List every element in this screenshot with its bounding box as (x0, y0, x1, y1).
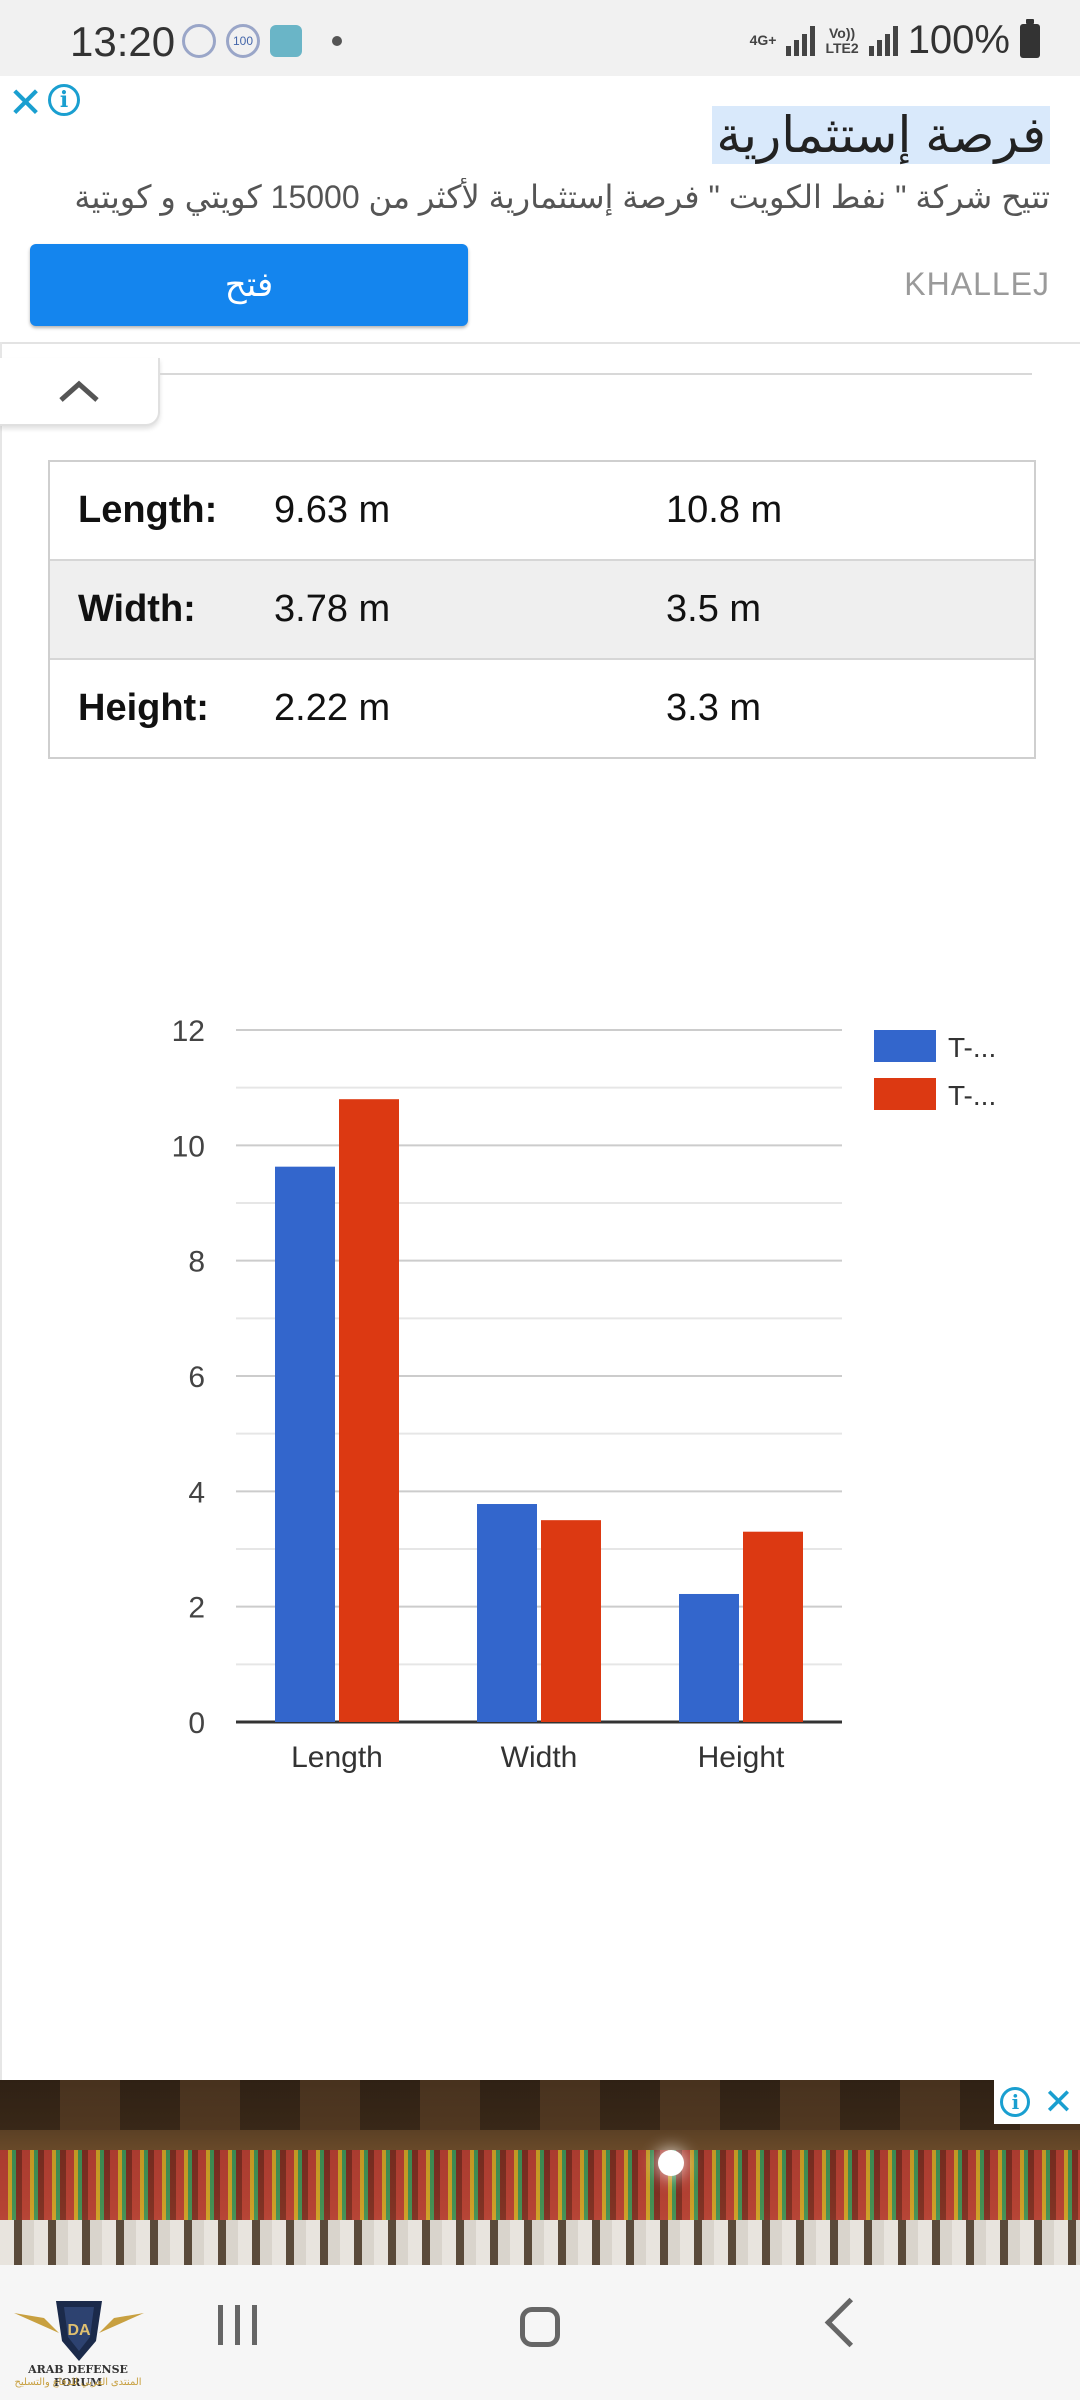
y-tick-label: 4 (188, 1476, 205, 1509)
x-tick-label: Height (698, 1741, 785, 1774)
bar-width-series-2 (541, 1520, 601, 1722)
notification-icons: 100 (182, 24, 342, 58)
ad-body-text: تتيح شركة " نفط الكويت " فرصة إستثمارية … (74, 179, 1050, 215)
x-tick-label: Length (291, 1741, 383, 1774)
top-ad-banner[interactable]: ✕ i فرصة إستثمارية تتيح شركة " نفط الكوي… (0, 76, 1080, 344)
logo-subtext: المنتدى العربي للدفاع والتسليح (14, 2377, 142, 2388)
close-icon[interactable]: ✕ (8, 79, 44, 126)
collapse-ad-button[interactable] (0, 358, 160, 426)
row-label: Width: (78, 588, 196, 630)
lte-label: LTE2 (825, 39, 859, 56)
network-4g-label: 4G+ (749, 32, 777, 48)
eagle-logo-icon: DA (14, 2301, 144, 2361)
battery-percent: 100% (907, 18, 1010, 62)
chevron-up-icon (59, 380, 99, 402)
recent-apps-button[interactable] (218, 2305, 257, 2345)
ad-advertiser: KHALLEJ (904, 266, 1050, 302)
bar-chart-svg: 0 2 4 6 8 10 12 Length Width Height T-... T-... (172, 1015, 997, 1774)
ad-open-button[interactable]: فتح (30, 244, 468, 326)
row-value-2: 3.5 m (666, 588, 762, 630)
row-value-2: 3.3 m (666, 687, 762, 729)
logo-mark: DA (67, 2322, 91, 2339)
ad-badge[interactable]: i ✕ (994, 2080, 1080, 2124)
y-tick-label: 6 (188, 1361, 205, 1394)
ad-image-ticker (0, 2150, 1080, 2220)
y-tick-label: 2 (188, 1592, 205, 1625)
counter-badge-icon: 100 (226, 24, 260, 58)
bar-height-series-2 (743, 1531, 803, 1722)
y-tick-label: 12 (172, 1015, 205, 1048)
y-tick-label: 0 (188, 1707, 205, 1740)
dimensions-bar-chart: 0 2 4 6 8 10 12 Length Width Height T-... T-... (0, 990, 1080, 1810)
table-row: Height: 2.22 m 3.3 m (50, 660, 1034, 757)
ad-image-ceiling (0, 2080, 1080, 2130)
network-type-label: 4G+ (750, 33, 777, 48)
table-row: Length: 9.63 m 10.8 m (50, 462, 1034, 561)
dimensions-table: Length: 9.63 m 10.8 m Width: 3.78 m 3.5 … (48, 460, 1036, 759)
bar-width-series-1 (477, 1504, 537, 1722)
table-row: Width: 3.78 m 3.5 m (50, 561, 1034, 660)
legend-label: T-... (948, 1032, 996, 1063)
row-value-1: 2.22 m (274, 687, 391, 729)
home-button[interactable] (520, 2307, 560, 2347)
info-icon[interactable]: i (1000, 2087, 1031, 2117)
app-notification-icon (270, 25, 302, 57)
y-tick-label: 8 (188, 1246, 205, 1279)
back-button[interactable] (824, 2297, 875, 2348)
row-value-2: 10.8 m (666, 489, 783, 531)
ad-headline[interactable]: فرصة إستثمارية (712, 106, 1050, 164)
signal-icon (786, 25, 816, 56)
volte-top-label: Vo)) (828, 24, 856, 41)
ad-image-crowd (0, 2220, 1080, 2265)
more-notifications-icon (332, 36, 342, 46)
ad-image-light (658, 2150, 684, 2176)
logo-text: ARAB DEFENSE FORUM (28, 2363, 128, 2389)
bar-height-series-1 (679, 1593, 739, 1722)
y-tick-label: 10 (172, 1130, 205, 1163)
info-icon[interactable]: i (48, 84, 80, 116)
content-left-border (0, 342, 2, 2082)
battery-icon (1020, 18, 1040, 58)
legend-label: T-... (948, 1080, 996, 1111)
legend-swatch (874, 1078, 936, 1110)
bar-length-series-2 (339, 1099, 399, 1722)
row-value-1: 3.78 m (274, 588, 391, 630)
close-icon[interactable]: ✕ (1043, 2081, 1074, 2122)
x-tick-label: Width (501, 1741, 578, 1774)
navigation-bar: DA ARAB DEFENSE FORUM المنتدى العربي للد… (0, 2265, 1080, 2400)
divider (160, 373, 1032, 375)
status-right: 4G+ Vo)) LTE2 100% (750, 18, 1040, 63)
forum-logo[interactable]: DA (4, 2283, 154, 2393)
legend-swatch (874, 1030, 936, 1062)
row-label: Height: (78, 687, 209, 729)
bottom-ad-image[interactable]: i ✕ (0, 2080, 1080, 2265)
bar-length-series-1 (275, 1166, 335, 1722)
volte-label: Vo)) LTE2 (825, 24, 859, 56)
signal-2-icon (868, 25, 898, 56)
status-bar: 13:20 100 4G+ Vo)) LTE2 100% (0, 0, 1080, 86)
assistant-icon (182, 24, 216, 58)
row-value-1: 9.63 m (274, 489, 391, 531)
row-label: Length: (78, 489, 218, 531)
status-time: 13:20 (70, 18, 176, 65)
